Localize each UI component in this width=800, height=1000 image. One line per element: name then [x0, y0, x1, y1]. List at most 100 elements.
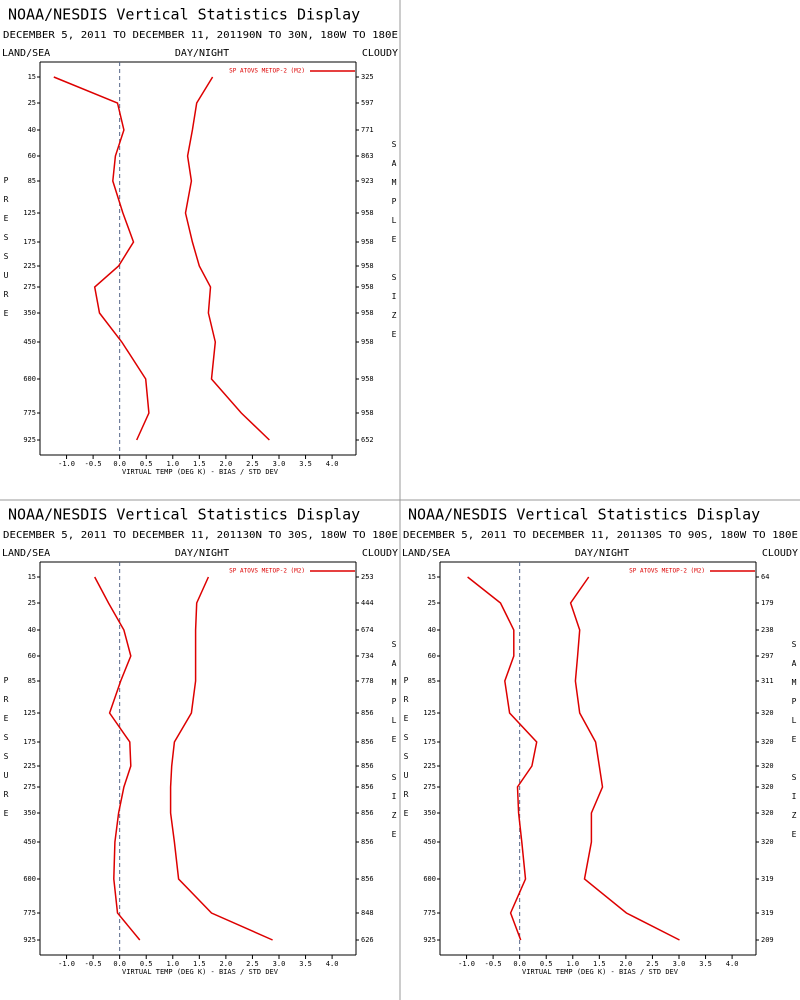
y-tick-label: 600: [23, 375, 36, 383]
sample-size: 958: [361, 209, 374, 217]
sample-size: 626: [361, 936, 374, 944]
sample-size: 597: [361, 99, 374, 107]
x-tick-label: 0.0: [513, 960, 526, 968]
x-tick-label: 3.0: [673, 960, 686, 968]
y-tick-label: 600: [423, 875, 436, 883]
y-tick-label: 60: [28, 152, 36, 160]
x-tick-label: 1.5: [193, 460, 206, 468]
sample-size: 320: [761, 809, 774, 817]
sample-size: 320: [761, 762, 774, 770]
sample-size: 958: [361, 409, 374, 417]
y-tick-label: 450: [23, 338, 36, 346]
sample-size: 179: [761, 599, 774, 607]
x-axis-label: VIRTUAL TEMP (DEG K) - BIAS / STD DEV: [122, 968, 279, 976]
y-tick-label: 175: [423, 738, 436, 746]
sample-size: 674: [361, 626, 374, 634]
x-tick-label: 1.0: [166, 460, 179, 468]
cloudy-label: CLOUDY: [362, 48, 398, 59]
sample-size: 320: [761, 738, 774, 746]
sample-size: 319: [761, 875, 774, 883]
x-tick-label: 0.5: [140, 460, 153, 468]
sample-size: 958: [361, 309, 374, 317]
sample-size: 958: [361, 375, 374, 383]
sample-size: 856: [361, 762, 374, 770]
sample-size: 848: [361, 909, 374, 917]
std-dev-line: [569, 576, 680, 941]
x-tick-label: 4.0: [726, 960, 739, 968]
sample-size: 319: [761, 909, 774, 917]
y-tick-label: 25: [28, 599, 36, 607]
x-tick-label: 2.0: [220, 460, 233, 468]
sample-size: 856: [361, 838, 374, 846]
x-tick-label: 0.0: [113, 460, 126, 468]
cloudy-label: CLOUDY: [362, 548, 398, 559]
sample-size: 778: [361, 677, 374, 685]
y2-axis-label: SAMPLE SIZE: [390, 640, 399, 849]
y-tick-label: 15: [28, 73, 36, 81]
x-tick-label: 0.5: [140, 960, 153, 968]
sample-size: 64: [761, 573, 769, 581]
x-tick-label: -0.5: [85, 960, 102, 968]
sample-size: 209: [761, 936, 774, 944]
chart-title: NOAA/NESDIS Vertical Statistics Display: [8, 6, 360, 24]
y-tick-label: 40: [28, 126, 36, 134]
x-tick-label: 1.5: [193, 960, 206, 968]
x-tick-label: 2.0: [620, 960, 633, 968]
sample-size: 320: [761, 838, 774, 846]
legend-label: SP ATOVS METOP-2 (M2): [229, 568, 305, 575]
x-tick-label: 4.0: [326, 960, 339, 968]
sample-size: 958: [361, 238, 374, 246]
y-tick-label: 125: [423, 709, 436, 717]
x-tick-label: 0.5: [540, 960, 553, 968]
y-axis-label: PRESSURE: [2, 676, 11, 828]
chart-subtitle: DECEMBER 5, 2011 TO DECEMBER 11, 201190N…: [3, 30, 398, 41]
land-sea-label: LAND/SEA: [402, 548, 450, 559]
y-tick-label: 85: [28, 177, 36, 185]
bias-line: [94, 576, 141, 941]
sample-size: 325: [361, 73, 374, 81]
sample-size: 253: [361, 573, 374, 581]
y-tick-label: 25: [428, 599, 436, 607]
y-tick-label: 275: [23, 283, 36, 291]
panel: NOAA/NESDIS Vertical Statistics Display D…: [2, 506, 399, 977]
x-tick-label: 1.0: [166, 960, 179, 968]
sample-size: 320: [761, 709, 774, 717]
chart-title: NOAA/NESDIS Vertical Statistics Display: [8, 506, 360, 524]
bias-line: [467, 576, 538, 941]
x-tick-label: 3.5: [699, 960, 712, 968]
y-axis-label: PRESSURE: [2, 176, 11, 328]
x-axis-label: VIRTUAL TEMP (DEG K) - BIAS / STD DEV: [522, 968, 679, 976]
y-tick-label: 225: [23, 262, 36, 270]
y-tick-label: 125: [23, 709, 36, 717]
y-tick-label: 40: [428, 626, 436, 634]
y-tick-label: 225: [23, 762, 36, 770]
y-tick-label: 350: [423, 809, 436, 817]
y-tick-label: 15: [428, 573, 436, 581]
sample-size: 311: [761, 677, 774, 685]
y-tick-label: 275: [423, 783, 436, 791]
y-tick-label: 225: [423, 762, 436, 770]
y-tick-label: 85: [428, 677, 436, 685]
x-tick-label: -1.0: [458, 960, 475, 968]
x-tick-label: 4.0: [326, 460, 339, 468]
sample-size: 856: [361, 783, 374, 791]
sample-size: 863: [361, 152, 374, 160]
chart-title: NOAA/NESDIS Vertical Statistics Display: [408, 506, 760, 524]
y-tick-label: 775: [423, 909, 436, 917]
sample-size: 297: [761, 652, 774, 660]
panel: NOAA/NESDIS Vertical Statistics Display D…: [402, 506, 799, 977]
sample-size: 958: [361, 338, 374, 346]
std-dev-line: [184, 76, 270, 441]
y-tick-label: 775: [23, 409, 36, 417]
x-tick-label: 1.0: [566, 960, 579, 968]
y-tick-label: 60: [28, 652, 36, 660]
day-night-label: DAY/NIGHT: [175, 48, 229, 59]
chart-subtitle: DECEMBER 5, 2011 TO DECEMBER 11, 201130N…: [3, 530, 398, 541]
x-tick-label: 3.0: [273, 460, 286, 468]
y2-axis-label: SAMPLE SIZE: [790, 640, 799, 849]
y-axis-label: PRESSURE: [402, 676, 411, 828]
x-tick-label: 0.0: [113, 960, 126, 968]
y-tick-label: 450: [423, 838, 436, 846]
